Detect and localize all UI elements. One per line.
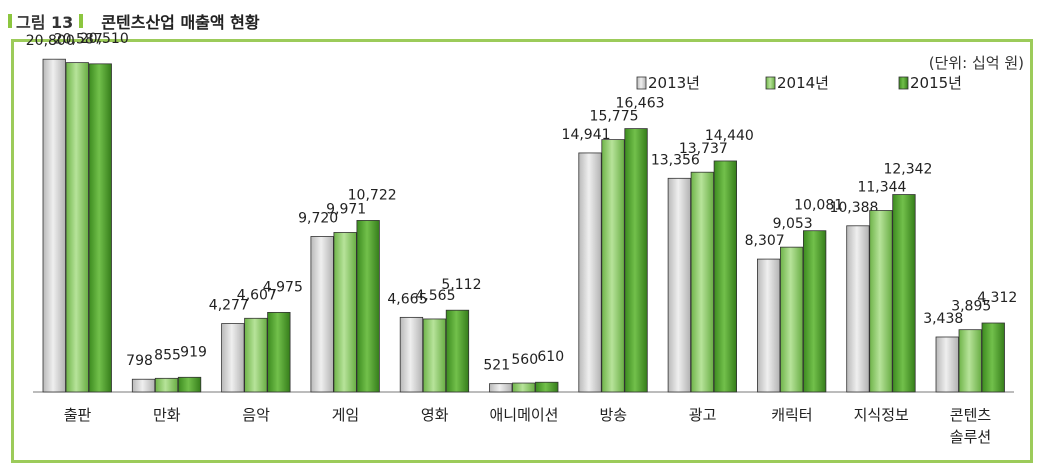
bar-2013년-8 <box>757 258 781 393</box>
bar-2014년-4 <box>422 318 447 393</box>
bar-2015년-4 <box>445 309 470 393</box>
category-label: 게임 <box>332 406 360 424</box>
bar-2014년-9 <box>869 210 893 393</box>
data-label: 3,895 <box>951 299 991 315</box>
bar-2013년-6 <box>578 152 602 393</box>
data-label: 20,510 <box>80 31 129 47</box>
bar-2013년-1 <box>131 378 156 393</box>
category-label: 방송 <box>599 406 627 424</box>
figure-title: 콘텐츠산업 매출액 현황 <box>101 13 260 32</box>
bar-2014년-1 <box>154 377 179 393</box>
data-label: 13,737 <box>679 141 728 157</box>
figure-label: 그림 13 <box>16 13 74 32</box>
bar-2014년-5 <box>512 382 536 393</box>
data-label: 919 <box>180 344 207 360</box>
category-label: 애니메이션 <box>489 406 558 424</box>
bar-2015년-0 <box>88 63 112 393</box>
bar-2015년-8 <box>803 230 827 393</box>
data-label: 10,081 <box>794 198 843 214</box>
bar-2015년-1 <box>177 376 202 393</box>
legend-swatch <box>636 76 647 90</box>
bar-2013년-10 <box>935 336 959 393</box>
data-label: 4,665 <box>387 291 427 307</box>
category-label: 만화 <box>153 406 181 424</box>
data-label: 855 <box>154 347 181 363</box>
bar-2014년-6 <box>601 139 625 393</box>
bar-2014년-2 <box>244 317 268 393</box>
data-label: 14,941 <box>562 127 611 143</box>
figure-header: 그림 13 콘텐츠산업 매출액 현황 <box>8 8 260 34</box>
data-label: 5,112 <box>441 277 481 293</box>
bar-2014년-8 <box>780 246 804 393</box>
data-label: 8,307 <box>745 233 785 249</box>
category-label: 솔루션 <box>950 428 991 446</box>
bar-2013년-3 <box>310 236 334 393</box>
bar-2015년-7 <box>713 160 737 393</box>
data-label: 9,053 <box>773 216 813 232</box>
data-label: 521 <box>483 358 510 374</box>
data-label: 4,277 <box>209 298 249 314</box>
data-label: 13,356 <box>651 152 700 168</box>
bar-2013년-4 <box>399 316 424 393</box>
data-label: 9,720 <box>298 210 338 226</box>
bar-2015년-2 <box>267 311 291 393</box>
data-label: 4,975 <box>263 279 303 295</box>
data-label: 9,971 <box>326 201 366 217</box>
bar-2013년-0 <box>42 58 66 393</box>
bar-2015년-5 <box>535 381 559 393</box>
data-label: 4,565 <box>415 288 455 304</box>
category-label: 지식정보 <box>854 406 909 424</box>
bar-2013년-9 <box>846 225 870 393</box>
data-label: 20,800 <box>26 33 75 49</box>
legend-swatch <box>765 76 776 90</box>
bar-2014년-10 <box>958 329 982 393</box>
legend-label: 2013년 <box>648 74 700 92</box>
data-label: 610 <box>537 349 564 365</box>
bar-2015년-9 <box>892 194 916 393</box>
data-label: 4,312 <box>977 290 1017 306</box>
category-label: 출판 <box>64 406 92 424</box>
data-label: 14,440 <box>705 128 754 144</box>
data-label: 4,607 <box>237 287 277 303</box>
legend-swatch <box>898 76 909 90</box>
bar-2013년-5 <box>489 383 513 393</box>
data-label: 10,722 <box>348 187 397 203</box>
data-label: 15,775 <box>590 109 639 125</box>
unit-label: (단위: 십억 원) <box>928 54 1024 72</box>
data-label: 10,388 <box>829 200 878 216</box>
data-label: 798 <box>126 353 153 369</box>
data-label: 20,587 <box>54 32 103 48</box>
bar-2013년-2 <box>221 323 245 393</box>
bar-2014년-7 <box>690 171 714 393</box>
legend-label: 2014년 <box>777 74 829 92</box>
category-label: 콘텐츠 <box>950 406 992 424</box>
category-label: 광고 <box>689 406 717 424</box>
legend-label: 2015년 <box>910 74 962 92</box>
bar-2014년-0 <box>65 62 89 393</box>
bar-2013년-7 <box>667 177 691 393</box>
header-accent-bar <box>79 14 84 28</box>
bar-2015년-10 <box>981 322 1005 393</box>
bar-2014년-3 <box>333 232 357 393</box>
category-label: 영화 <box>421 406 449 424</box>
data-label: 3,438 <box>923 311 963 327</box>
category-label: 음악 <box>242 406 270 424</box>
header-accent-bar <box>8 14 12 28</box>
data-label: 16,463 <box>616 96 665 112</box>
data-label: 12,342 <box>883 162 932 178</box>
bar-2015년-6 <box>624 128 648 393</box>
data-label: 11,344 <box>857 179 906 195</box>
category-label: 캐릭터 <box>771 406 812 424</box>
data-label: 560 <box>511 352 538 368</box>
chart-frame <box>11 39 1033 463</box>
bar-2015년-3 <box>356 220 380 393</box>
